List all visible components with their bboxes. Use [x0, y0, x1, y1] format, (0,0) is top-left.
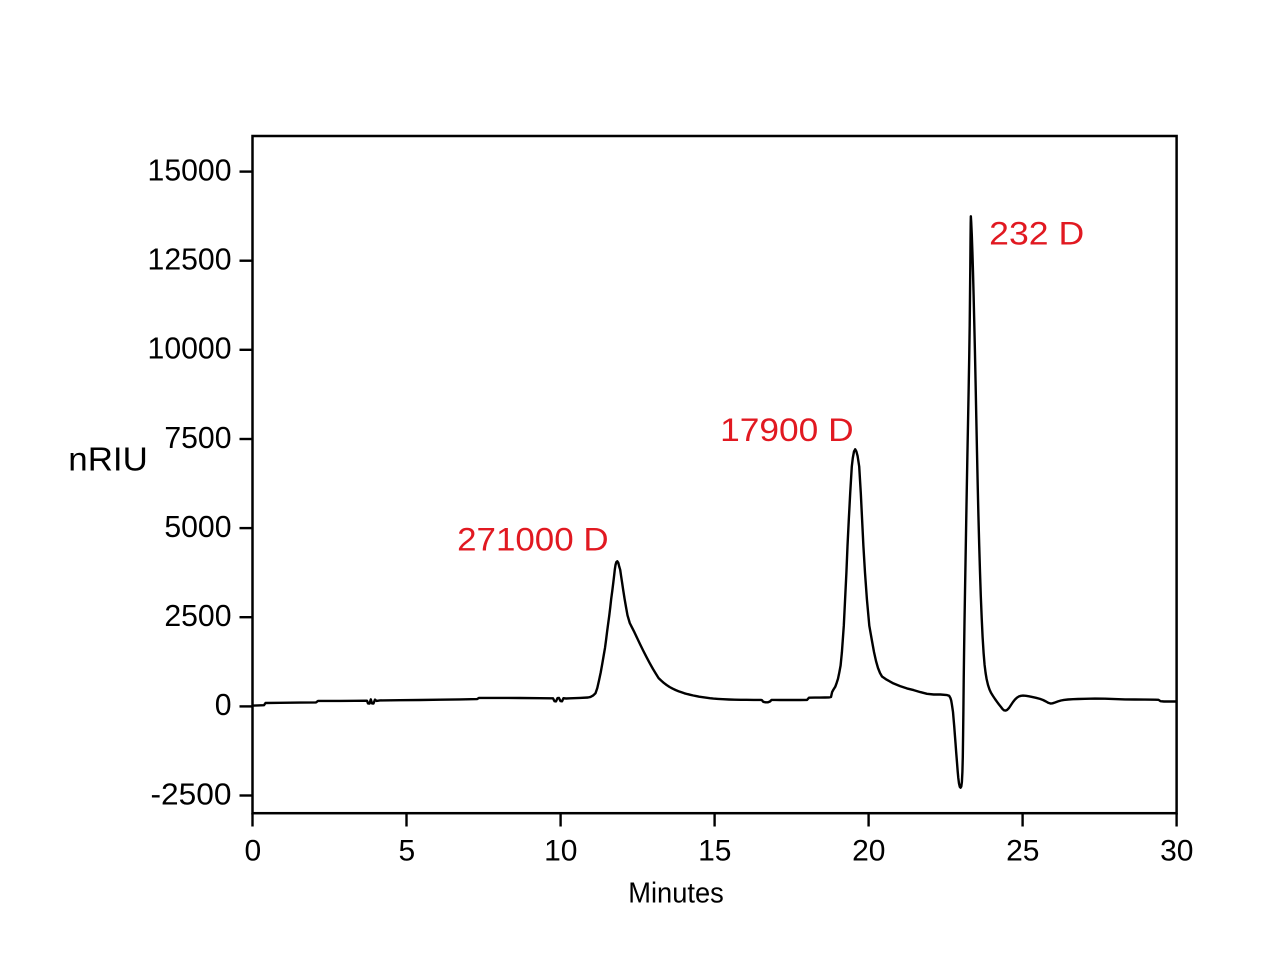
- svg-text:Minutes: Minutes: [628, 878, 724, 910]
- svg-text:10: 10: [544, 834, 577, 867]
- svg-text:nRIU: nRIU: [68, 441, 148, 478]
- svg-text:30: 30: [1160, 834, 1193, 867]
- svg-text:5000: 5000: [164, 511, 231, 544]
- svg-text:20: 20: [852, 834, 885, 867]
- svg-text:-2500: -2500: [151, 778, 232, 811]
- svg-text:17900 D: 17900 D: [720, 412, 854, 448]
- svg-text:25: 25: [1006, 834, 1039, 867]
- svg-text:271000 D: 271000 D: [457, 522, 608, 558]
- svg-text:10000: 10000: [148, 333, 232, 366]
- svg-text:15000: 15000: [148, 154, 232, 187]
- svg-text:0: 0: [244, 834, 261, 867]
- svg-text:232 D: 232 D: [989, 216, 1084, 252]
- svg-text:2500: 2500: [164, 600, 231, 633]
- svg-text:15: 15: [698, 834, 731, 867]
- svg-text:5: 5: [398, 834, 415, 867]
- svg-text:12500: 12500: [148, 244, 232, 277]
- svg-text:7500: 7500: [164, 422, 231, 455]
- svg-text:0: 0: [215, 689, 232, 722]
